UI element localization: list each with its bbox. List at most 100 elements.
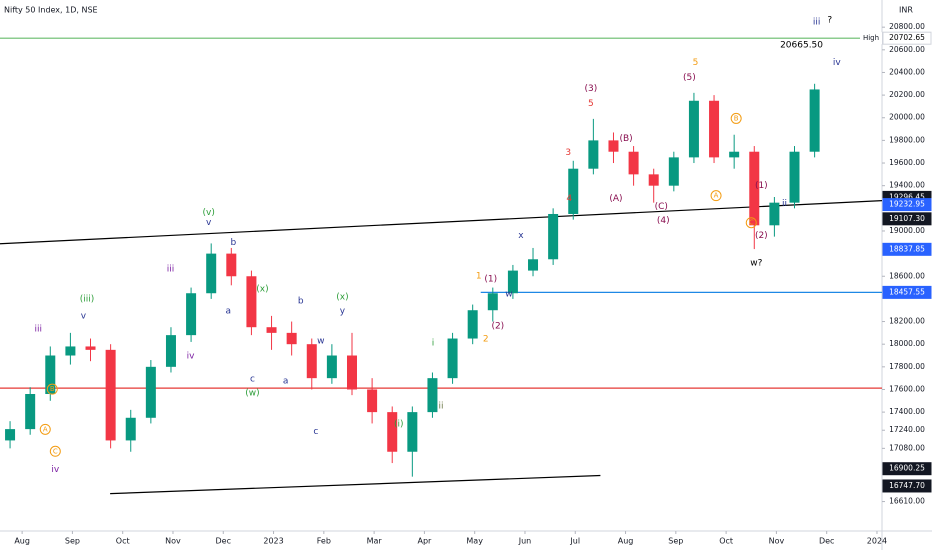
y-tick-label: 17240.00 — [889, 425, 925, 434]
y-tick-label: 20000.00 — [889, 113, 925, 122]
candle-body — [165, 335, 176, 367]
wave-label: ? — [827, 16, 832, 26]
x-tick-label: Apr — [417, 537, 432, 546]
candle-body — [769, 202, 780, 226]
wave-label: (2) — [491, 321, 504, 331]
price-tag — [882, 198, 932, 212]
wave-label: iv — [51, 465, 60, 475]
candle-body — [367, 389, 378, 413]
candle-body — [226, 253, 237, 277]
x-tick-label: Jul — [569, 537, 580, 546]
wave-label: (2) — [755, 231, 768, 241]
wave-label: (i) — [394, 420, 404, 430]
candle-body — [688, 100, 699, 158]
price-tag — [882, 462, 932, 476]
y-tick-label: 20400.00 — [889, 67, 925, 76]
candle-body — [387, 412, 398, 452]
wave-label: iii — [167, 264, 175, 274]
x-tick-label: Dec — [216, 537, 231, 546]
x-tick-label: Sep — [65, 537, 80, 546]
candle-body — [507, 270, 518, 294]
wave-label: iv — [187, 352, 196, 362]
candle-body — [125, 417, 136, 441]
candle-body — [628, 151, 639, 175]
y-tick-label: 17400.00 — [889, 407, 925, 416]
wave-label: (1) — [755, 181, 768, 191]
candle-body — [85, 346, 96, 350]
candle-body — [206, 253, 217, 294]
candle-body — [186, 293, 197, 336]
wave-label: b — [298, 296, 304, 306]
wave-label: (x) — [256, 284, 268, 294]
y-tick-label: 19000.00 — [889, 226, 925, 235]
wave-label: b — [230, 238, 236, 248]
wave-label: (3) — [584, 84, 597, 94]
x-tick-label: Dec — [819, 537, 834, 546]
wave-label: (x) — [336, 292, 348, 302]
y-tick-label: 18200.00 — [889, 317, 925, 326]
y-tick-label: 16610.00 — [889, 497, 925, 506]
wave-circle — [745, 217, 757, 229]
x-tick-label: 2024 — [867, 537, 887, 546]
candle-body — [346, 355, 357, 390]
candle-body — [528, 259, 539, 271]
wave-circle — [46, 383, 58, 395]
candle-body — [246, 276, 257, 328]
y-tick-label: 20200.00 — [889, 90, 925, 99]
candle-body — [568, 168, 579, 214]
wave-label: 1 — [476, 271, 482, 281]
candle-body — [608, 140, 619, 152]
wave-label: (v) — [203, 208, 215, 218]
wave-label: 3 — [565, 148, 571, 158]
wave-label: ii — [782, 199, 787, 209]
x-tick-label: Nov — [165, 537, 181, 546]
x-tick-label: Aug — [14, 537, 30, 546]
wave-label: 20665.50 — [780, 41, 823, 51]
y-tick-label: 19400.00 — [889, 181, 925, 190]
price-tag — [882, 479, 932, 493]
wave-label: (B) — [619, 134, 632, 144]
candle-body — [65, 346, 76, 356]
wave-label: (A) — [609, 194, 622, 204]
wave-label: A — [714, 192, 719, 200]
wave-label: iii — [34, 325, 42, 335]
wave-label: a — [283, 377, 289, 387]
candle-body — [286, 332, 297, 345]
candle-body — [306, 344, 317, 379]
candle-body — [809, 89, 820, 152]
price-tag-label: 19296.45 — [889, 192, 925, 201]
wave-label: 2 — [483, 335, 489, 345]
wave-label: 4 — [566, 194, 572, 204]
price-tag-name: High — [863, 34, 879, 42]
candle-body — [487, 293, 498, 311]
x-tick-label: Mar — [367, 537, 383, 546]
y-tick-label: 17800.00 — [889, 362, 925, 371]
x-tick-label: May — [466, 537, 483, 546]
trend-line — [110, 474, 601, 495]
candle-body — [648, 174, 659, 186]
wave-label: a — [226, 307, 232, 317]
candle-body — [105, 349, 116, 441]
wave-label: c — [250, 375, 255, 385]
x-tick-label: Jun — [518, 537, 532, 546]
candle-body — [5, 429, 16, 441]
x-tick-label: Nov — [769, 537, 785, 546]
y-tick-label: 17080.00 — [889, 443, 925, 452]
wave-label: i — [432, 339, 435, 349]
x-tick-label: Aug — [618, 537, 634, 546]
wave-label: C — [749, 219, 754, 227]
candle-body — [326, 355, 337, 379]
x-tick-label: Oct — [116, 537, 130, 546]
price-tag — [882, 242, 932, 256]
trend-line — [0, 200, 883, 245]
wave-label: iii — [813, 18, 821, 28]
candle-body — [407, 412, 418, 452]
candle-body — [266, 327, 277, 333]
price-tag — [882, 285, 932, 299]
y-tick-label: 20800.00 — [889, 22, 925, 31]
wave-circle — [730, 112, 742, 124]
wave-label: c — [313, 427, 318, 437]
